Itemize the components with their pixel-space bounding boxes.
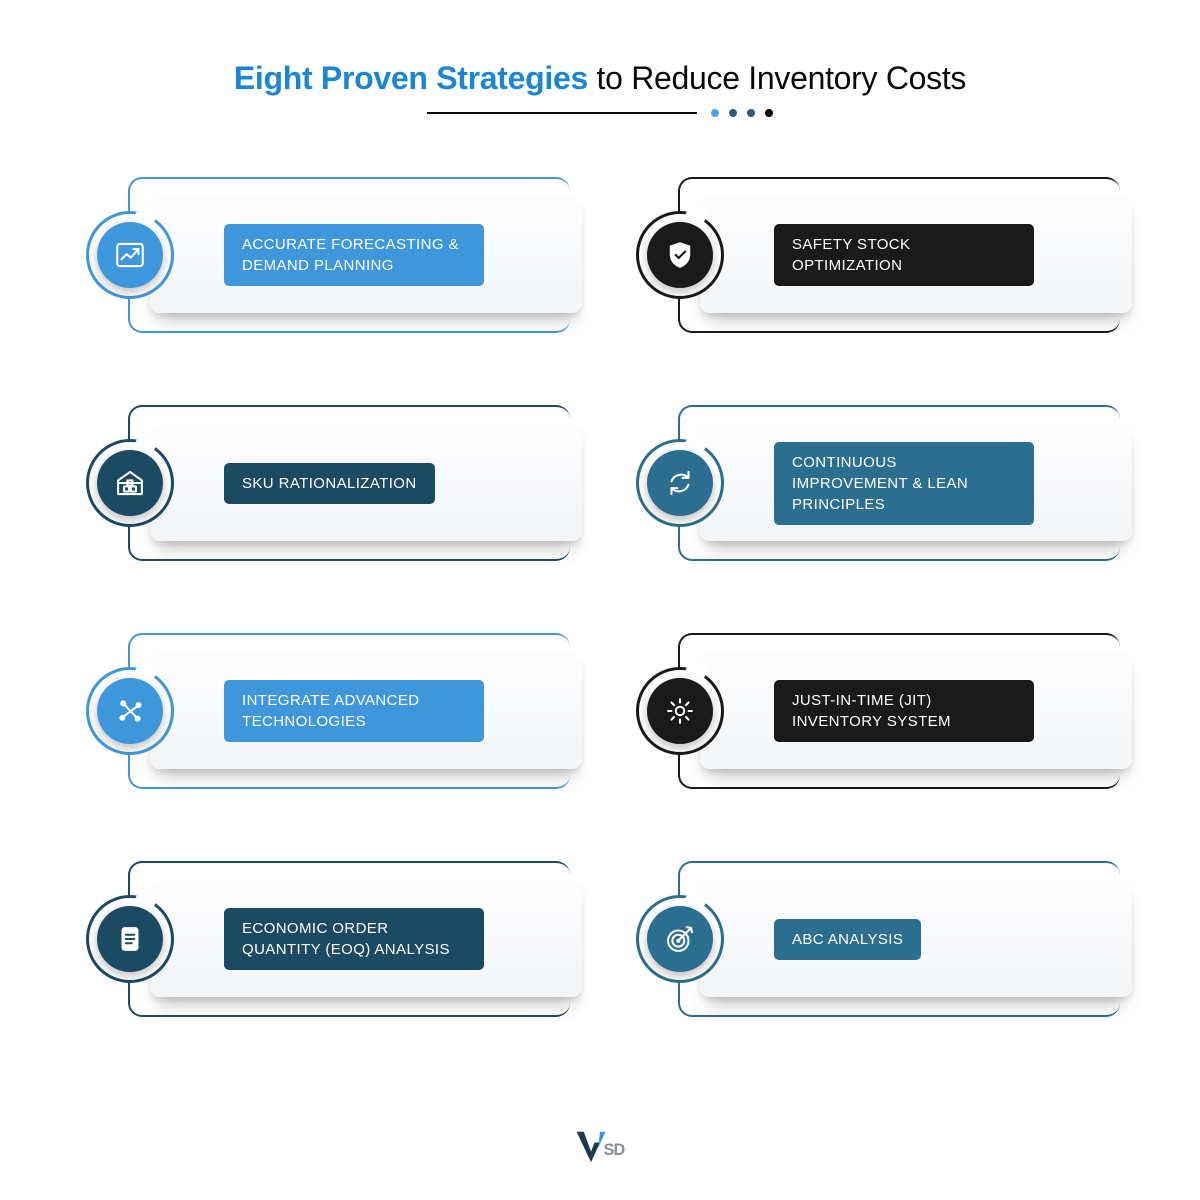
trend-up-icon bbox=[97, 222, 163, 288]
card-label: ECONOMIC ORDER QUANTITY (EOQ) ANALYSIS bbox=[224, 908, 484, 970]
card-panel: ABC ANALYSIS bbox=[700, 881, 1132, 997]
strategy-card: JUST-IN-TIME (JIT) INVENTORY SYSTEM bbox=[630, 633, 1120, 789]
card-panel: JUST-IN-TIME (JIT) INVENTORY SYSTEM bbox=[700, 653, 1132, 769]
dot bbox=[765, 109, 773, 117]
gear-icon bbox=[647, 678, 713, 744]
svg-text:SD: SD bbox=[604, 1141, 626, 1159]
strategy-card: ABC ANALYSIS bbox=[630, 861, 1120, 1017]
card-label: ACCURATE FORECASTING & DEMAND PLANNING bbox=[224, 224, 484, 286]
target-icon bbox=[647, 906, 713, 972]
card-label: SAFETY STOCK OPTIMIZATION bbox=[774, 224, 1034, 286]
strategy-card: CONTINUOUS IMPROVEMENT & LEAN PRINCIPLES bbox=[630, 405, 1120, 561]
card-label: INTEGRATE ADVANCED TECHNOLOGIES bbox=[224, 680, 484, 742]
strategy-card: ACCURATE FORECASTING & DEMAND PLANNING bbox=[80, 177, 570, 333]
icon-ring bbox=[86, 211, 174, 299]
title-rest: to Reduce Inventory Costs bbox=[588, 60, 966, 96]
icon-ring bbox=[86, 667, 174, 755]
title-accent: Eight Proven Strategies bbox=[234, 60, 588, 96]
logo-icon: SD bbox=[573, 1128, 627, 1166]
card-label: ABC ANALYSIS bbox=[774, 919, 921, 960]
card-panel: ECONOMIC ORDER QUANTITY (EOQ) ANALYSIS bbox=[150, 881, 582, 997]
icon-ring bbox=[636, 439, 724, 527]
underline-line bbox=[427, 112, 697, 114]
icon-ring bbox=[636, 895, 724, 983]
card-label: CONTINUOUS IMPROVEMENT & LEAN PRINCIPLES bbox=[774, 442, 1034, 525]
accent-dots bbox=[711, 109, 773, 117]
card-panel: INTEGRATE ADVANCED TECHNOLOGIES bbox=[150, 653, 582, 769]
icon-ring bbox=[636, 211, 724, 299]
strategy-card: SKU RATIONALIZATION bbox=[80, 405, 570, 561]
brand-logo: SD bbox=[573, 1128, 627, 1166]
card-panel: SAFETY STOCK OPTIMIZATION bbox=[700, 197, 1132, 313]
dot bbox=[729, 109, 737, 117]
header: Eight Proven Strategies to Reduce Invent… bbox=[0, 0, 1200, 117]
warehouse-icon bbox=[97, 450, 163, 516]
doc-icon bbox=[97, 906, 163, 972]
icon-ring bbox=[86, 895, 174, 983]
card-label: JUST-IN-TIME (JIT) INVENTORY SYSTEM bbox=[774, 680, 1034, 742]
strategy-card: ECONOMIC ORDER QUANTITY (EOQ) ANALYSIS bbox=[80, 861, 570, 1017]
icon-ring bbox=[86, 439, 174, 527]
title-underline bbox=[0, 109, 1200, 117]
refresh-icon bbox=[647, 450, 713, 516]
card-label: SKU RATIONALIZATION bbox=[224, 463, 435, 504]
page-title: Eight Proven Strategies to Reduce Invent… bbox=[0, 60, 1200, 97]
strategy-card: INTEGRATE ADVANCED TECHNOLOGIES bbox=[80, 633, 570, 789]
shield-icon bbox=[647, 222, 713, 288]
strategy-grid: ACCURATE FORECASTING & DEMAND PLANNING SA… bbox=[80, 177, 1120, 1017]
dot bbox=[711, 109, 719, 117]
icon-ring bbox=[636, 667, 724, 755]
dot bbox=[747, 109, 755, 117]
card-panel: ACCURATE FORECASTING & DEMAND PLANNING bbox=[150, 197, 582, 313]
card-panel: CONTINUOUS IMPROVEMENT & LEAN PRINCIPLES bbox=[700, 425, 1132, 541]
card-panel: SKU RATIONALIZATION bbox=[150, 425, 582, 541]
nodes-icon bbox=[97, 678, 163, 744]
strategy-card: SAFETY STOCK OPTIMIZATION bbox=[630, 177, 1120, 333]
